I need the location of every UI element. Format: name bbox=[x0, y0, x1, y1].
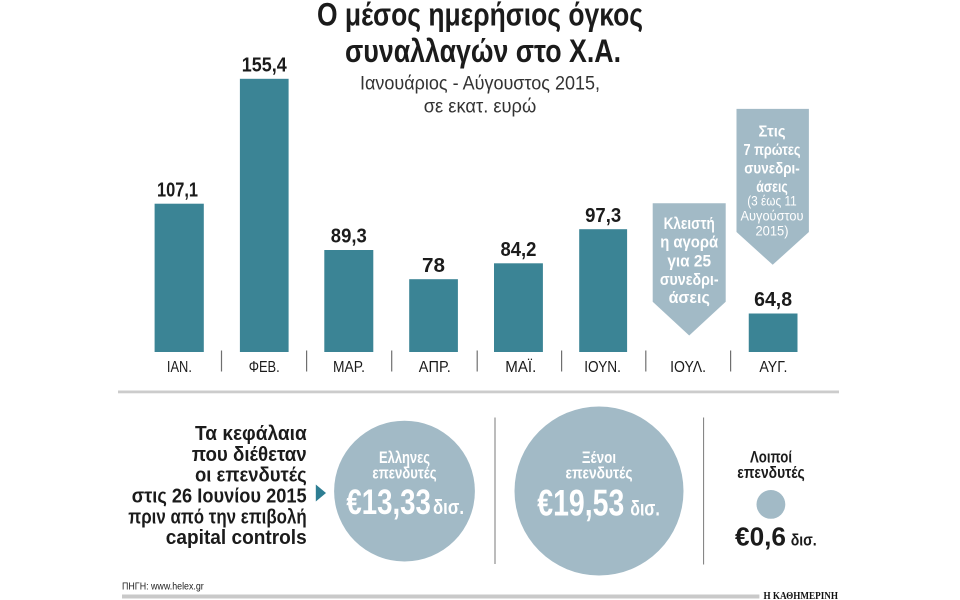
svg-text:συνεδρι-: συνεδρι- bbox=[660, 271, 719, 289]
svg-text:επενδυτές: επενδυτές bbox=[737, 464, 805, 482]
svg-text:Η ΚΑΘΗΜΕΡΙΝΗ: Η ΚΑΘΗΜΕΡΙΝΗ bbox=[764, 590, 839, 600]
svg-text:7 πρώτες: 7 πρώτες bbox=[744, 142, 801, 159]
svg-text:πριν από την επιβολή: πριν από την επιβολή bbox=[128, 506, 306, 528]
svg-text:οι επενδυτές: οι επενδυτές bbox=[195, 465, 307, 487]
svg-text:που διέθεταν: που διέθεταν bbox=[192, 444, 307, 466]
svg-text:στις 26 Ιουνίου 2015: στις 26 Ιουνίου 2015 bbox=[132, 486, 307, 508]
svg-text:2015): 2015) bbox=[756, 223, 789, 239]
svg-text:Στις: Στις bbox=[759, 124, 786, 141]
svg-text:ΑΥΓ.: ΑΥΓ. bbox=[759, 359, 787, 376]
svg-text:ΜΑΡ.: ΜΑΡ. bbox=[333, 359, 365, 376]
svg-text:επενδυτές: επενδυτές bbox=[372, 465, 436, 483]
svg-text:επενδυτές: επενδυτές bbox=[565, 465, 632, 483]
svg-text:άσεις: άσεις bbox=[669, 289, 710, 307]
svg-text:155,4: 155,4 bbox=[242, 54, 288, 77]
svg-text:107,1: 107,1 bbox=[157, 178, 198, 201]
svg-text:άσεις: άσεις bbox=[756, 179, 788, 196]
svg-text:ΑΠΡ.: ΑΠΡ. bbox=[419, 359, 451, 376]
svg-text:η αγορά: η αγορά bbox=[660, 234, 718, 252]
svg-text:84,2: 84,2 bbox=[500, 238, 536, 261]
svg-text:Ελληνες: Ελληνες bbox=[379, 449, 430, 467]
svg-text:Ο μέσος ημερήσιος όγκος: Ο μέσος ημερήσιος όγκος bbox=[317, 0, 643, 33]
svg-text:78: 78 bbox=[422, 254, 445, 277]
svg-text:€13,33: €13,33 bbox=[346, 482, 431, 522]
svg-text:για 25: για 25 bbox=[667, 252, 711, 270]
svg-text:ΦΕΒ.: ΦΕΒ. bbox=[249, 359, 280, 376]
svg-text:capital controls: capital controls bbox=[166, 527, 307, 549]
svg-text:ΙΑΝ.: ΙΑΝ. bbox=[167, 359, 192, 376]
svg-text:ΙΟΥΛ.: ΙΟΥΛ. bbox=[670, 359, 706, 376]
svg-text:(3 έως 11: (3 έως 11 bbox=[747, 193, 797, 209]
svg-text:Ιανουάριος - Αύγουστος 2015,: Ιανουάριος - Αύγουστος 2015, bbox=[360, 73, 600, 95]
svg-text:Ξένοι: Ξένοι bbox=[582, 449, 616, 467]
svg-text:Κλειστή: Κλειστή bbox=[664, 215, 715, 233]
svg-text:ΜΑΪ.: ΜΑΪ. bbox=[505, 358, 536, 376]
svg-text:δισ.: δισ. bbox=[791, 532, 817, 550]
svg-text:σε εκατ. ευρώ: σε εκατ. ευρώ bbox=[424, 96, 537, 118]
svg-text:ΙΟΥΝ.: ΙΟΥΝ. bbox=[584, 359, 621, 376]
svg-text:ΠΗΓΗ: www.helex.gr: ΠΗΓΗ: www.helex.gr bbox=[122, 582, 204, 593]
svg-text:συνεδρι-: συνεδρι- bbox=[744, 161, 800, 178]
svg-text:Τα κεφάλαια: Τα κεφάλαια bbox=[195, 423, 307, 445]
svg-text:Αυγούστου: Αυγούστου bbox=[741, 208, 804, 224]
svg-text:Λοιποί: Λοιποί bbox=[750, 449, 792, 467]
svg-text:δισ.: δισ. bbox=[630, 498, 660, 521]
svg-text:€19,53: €19,53 bbox=[537, 482, 624, 524]
svg-text:64,8: 64,8 bbox=[754, 288, 792, 311]
svg-text:συναλλαγών στο Χ.Α.: συναλλαγών στο Χ.Α. bbox=[345, 33, 621, 69]
svg-text:97,3: 97,3 bbox=[585, 204, 621, 227]
svg-text:€0,6: €0,6 bbox=[735, 524, 786, 552]
svg-text:89,3: 89,3 bbox=[331, 225, 367, 248]
svg-text:δισ.: δισ. bbox=[433, 496, 464, 519]
